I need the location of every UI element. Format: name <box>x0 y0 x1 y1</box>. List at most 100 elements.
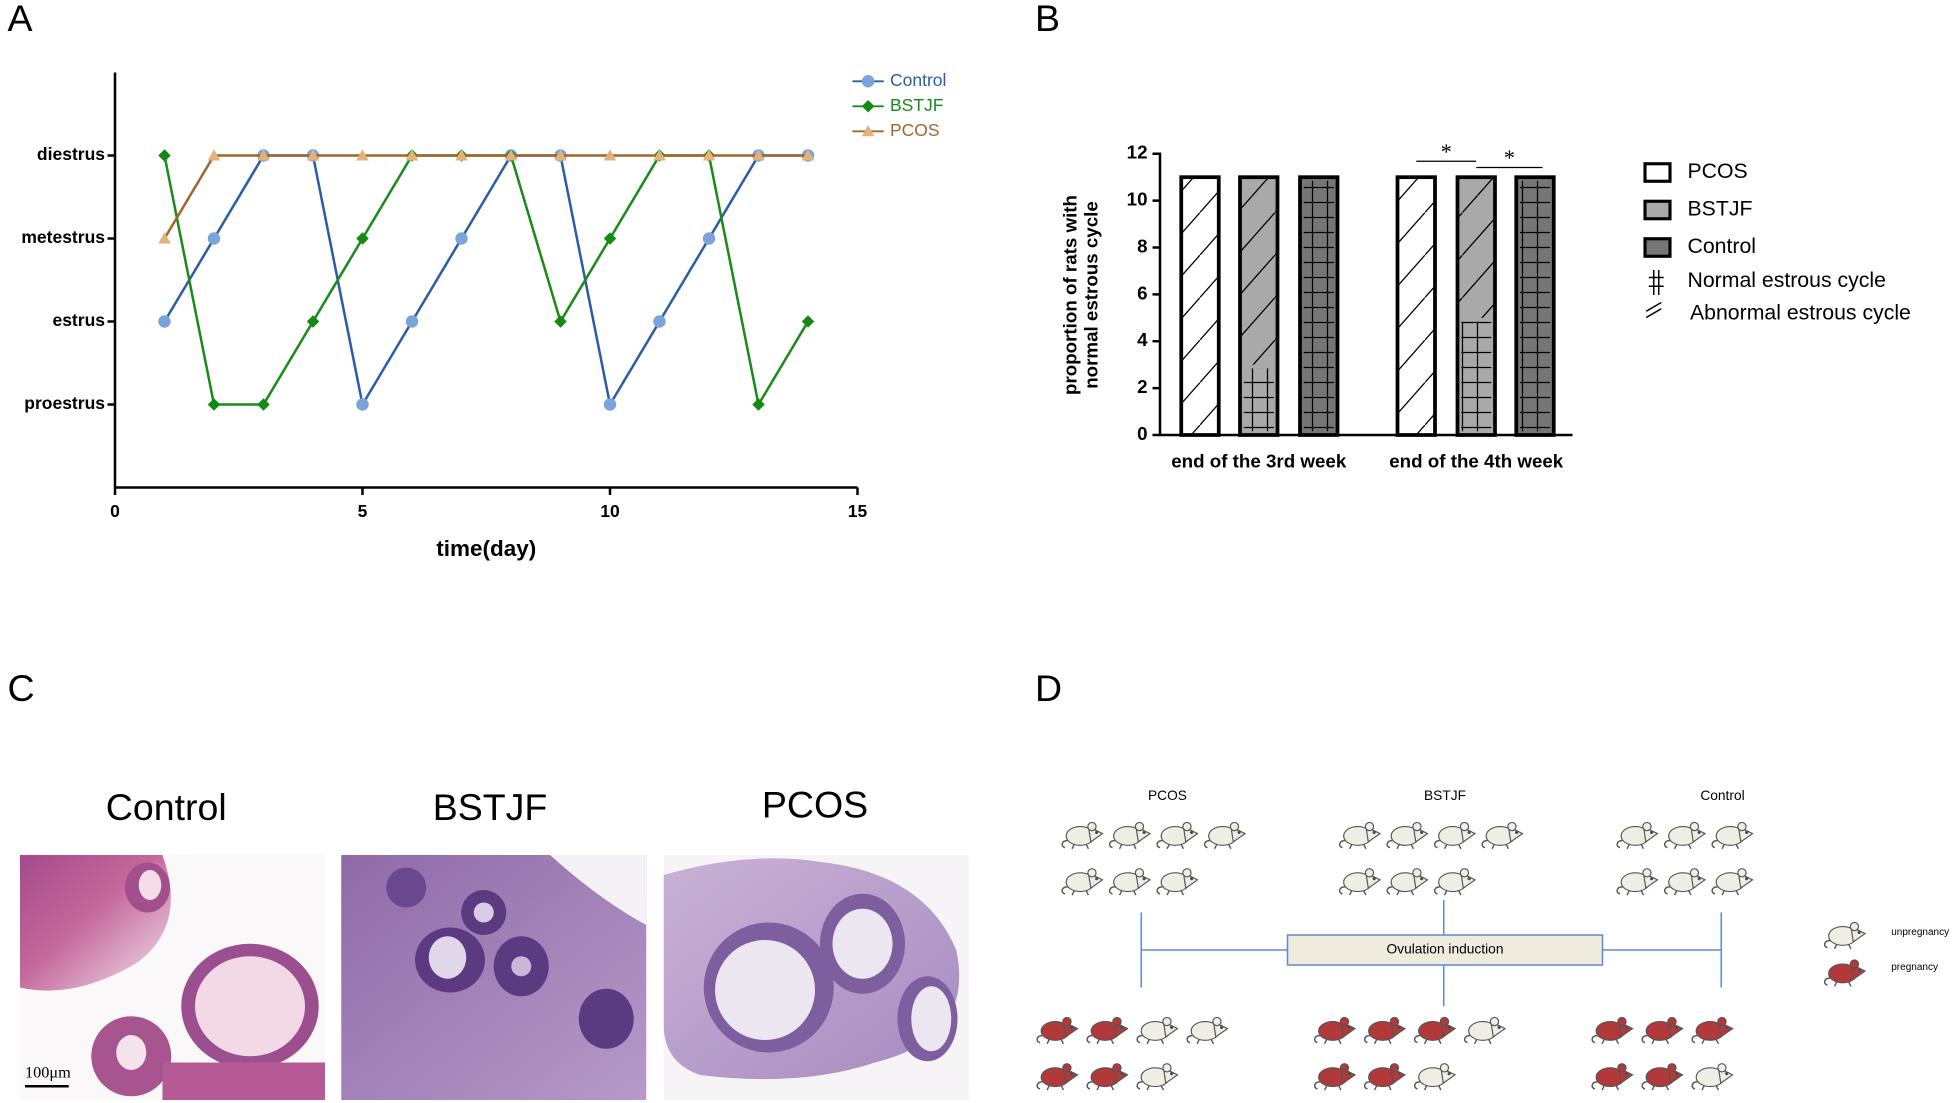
y-tick-label: 0 <box>1137 423 1147 444</box>
marker <box>702 149 716 161</box>
panel-letter: B <box>1035 0 1060 39</box>
bar-cross-hatch <box>1243 368 1274 432</box>
y-tick-label: 2 <box>1137 376 1147 397</box>
marker <box>306 149 320 161</box>
legend-marker <box>861 125 875 137</box>
bar-outline <box>1179 175 1221 437</box>
rat <box>1108 821 1151 850</box>
rat <box>1663 867 1706 896</box>
marker <box>752 149 765 161</box>
rat <box>1136 1016 1179 1045</box>
rat <box>1616 867 1659 896</box>
marker <box>257 398 270 411</box>
y-tick-label: 8 <box>1137 235 1147 256</box>
legend-marker <box>861 100 875 113</box>
background <box>550 855 647 925</box>
significance-label: * <box>1504 145 1515 170</box>
panel-letter: A <box>8 0 33 39</box>
marker <box>455 232 468 245</box>
bar-cross-hatch <box>1520 180 1550 432</box>
diagram: Ovulation induction unpregnancy pregnanc… <box>1140 899 1949 1007</box>
marker <box>306 315 320 328</box>
marker <box>554 149 567 161</box>
legend-swatch <box>1643 237 1672 258</box>
legend-marker <box>861 75 875 88</box>
bar-hatch <box>1181 177 1219 435</box>
rat <box>1691 1062 1734 1091</box>
rat <box>1663 821 1706 850</box>
histology-label: Control <box>106 786 227 828</box>
y-tick-label: estrus <box>52 310 105 330</box>
marker <box>158 232 171 244</box>
marker <box>356 149 369 161</box>
x-tick-label: 0 <box>110 501 120 521</box>
panel-letter: C <box>8 667 35 709</box>
follicle <box>578 988 634 1049</box>
x-tick-label: 5 <box>358 501 368 521</box>
marker <box>554 315 567 328</box>
rat <box>1338 821 1381 850</box>
marker <box>158 315 171 328</box>
series-line <box>163 154 809 240</box>
marker <box>158 149 171 162</box>
rat <box>1108 867 1151 896</box>
bar-outline <box>1455 175 1497 437</box>
follicle <box>473 902 494 923</box>
rat <box>1061 867 1104 896</box>
marker <box>207 149 221 161</box>
y-tick-label: 6 <box>1137 282 1147 303</box>
rat <box>1433 821 1476 850</box>
rat <box>1036 1016 1079 1045</box>
x-tick-label: 15 <box>848 501 868 521</box>
follicle <box>116 1035 147 1070</box>
bar-cross-hatch <box>1303 180 1334 432</box>
x-tick-label: 10 <box>600 501 620 521</box>
rat <box>1363 1062 1406 1091</box>
y-axis-title-line: proportion of rats with <box>1059 195 1080 395</box>
y-tick-label: diestrus <box>37 144 105 164</box>
follicle <box>832 908 893 979</box>
tissue <box>162 1062 326 1100</box>
legend-label: Control <box>1688 234 1757 258</box>
follicle <box>511 956 532 977</box>
step-box <box>1286 934 1604 966</box>
rat <box>1156 821 1199 850</box>
step-label: Ovulation induction <box>1387 942 1504 957</box>
legend-label: Abnormal estrous cycle <box>1690 300 1911 324</box>
marker <box>603 232 617 245</box>
y-tick-label: proestrus <box>24 393 105 413</box>
rat <box>1086 1062 1129 1091</box>
bar-outline <box>1238 175 1280 437</box>
group-label: BSTJF <box>1424 788 1466 803</box>
rat <box>1313 1062 1356 1091</box>
rat <box>1641 1062 1684 1091</box>
series-line <box>163 154 809 408</box>
marker <box>801 149 815 161</box>
legend-swatch <box>1643 162 1672 183</box>
group-label: PCOS <box>1148 788 1187 803</box>
follicle <box>386 867 427 908</box>
legend-rat <box>1823 959 1866 988</box>
series-line <box>163 154 810 408</box>
legend-label: BSTJF <box>1688 197 1753 221</box>
rat <box>1061 821 1104 850</box>
rat <box>1086 1016 1129 1045</box>
rat <box>1463 1016 1506 1045</box>
panel-letter: D <box>1035 667 1062 709</box>
scale-bar-label: 100μm <box>25 1063 71 1081</box>
marker <box>504 149 518 161</box>
marker <box>356 232 369 245</box>
legend-label: Normal estrous cycle <box>1688 268 1886 292</box>
significance-label: * <box>1441 139 1452 164</box>
y-axis-title-line: normal estrous cycle <box>1080 201 1101 389</box>
marker <box>801 315 815 328</box>
bar-hatch <box>1397 177 1435 435</box>
rat <box>1413 1062 1456 1091</box>
marker <box>207 398 221 411</box>
marker <box>455 149 468 161</box>
rat <box>1413 1016 1456 1045</box>
marker <box>653 315 666 328</box>
rat <box>1641 1016 1684 1045</box>
rat <box>1363 1016 1406 1045</box>
